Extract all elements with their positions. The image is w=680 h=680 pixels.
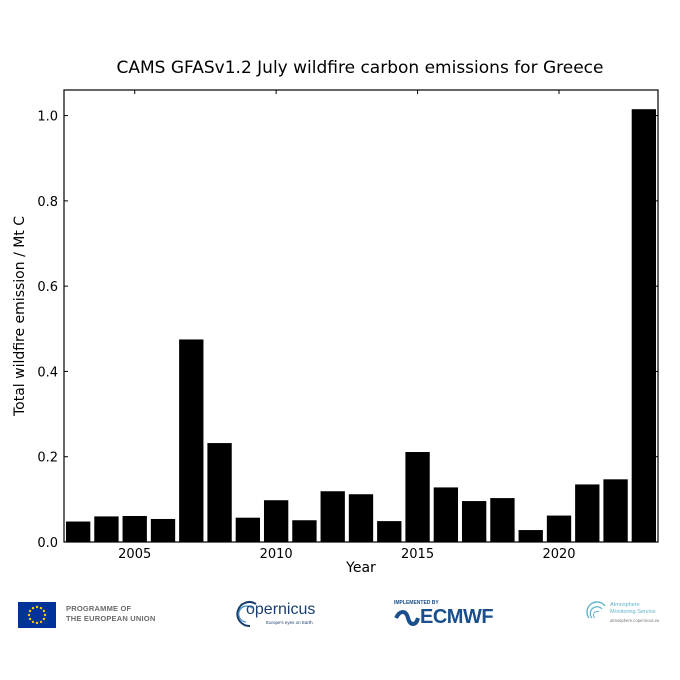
bar-2005 <box>122 515 147 542</box>
bar-2008 <box>207 443 232 542</box>
y-tick-label: 0.8 <box>37 195 58 210</box>
cams-line-1: Atmosphere <box>610 602 640 608</box>
bar-2010 <box>263 500 289 542</box>
y-tick-label: 1.0 <box>37 110 58 125</box>
eu-star-icon <box>28 617 32 621</box>
cams-url: atmosphere.copernicus.eu <box>610 618 660 623</box>
x-tick-label: 2015 <box>401 547 434 562</box>
cams-name: Atmosphere Monitoring Service <box>610 602 670 615</box>
bar-2019 <box>518 530 543 542</box>
eu-star-icon <box>42 609 46 613</box>
bar-2015 <box>405 452 430 542</box>
eu-flag-icon <box>18 602 56 628</box>
bar-2009 <box>235 517 261 542</box>
y-tick-label: 0.4 <box>37 365 58 380</box>
x-axis: 2005 2010 2015 2020 <box>118 90 576 562</box>
bar-2018 <box>490 498 515 542</box>
y-tick-label: 0.0 <box>37 536 58 551</box>
bar-2023 <box>631 109 657 542</box>
bar-2004 <box>94 516 119 542</box>
eu-star-icon <box>43 613 47 617</box>
eu-star-icon <box>35 621 39 625</box>
eu-star-icon <box>31 606 35 610</box>
x-tick-label: 2010 <box>260 547 293 562</box>
eu-programme-label: PROGRAMME OF THE EUROPEAN UNION <box>66 604 186 624</box>
logo-footer: PROGRAMME OF THE EUROPEAN UNION opernicu… <box>0 590 680 640</box>
bar-2022 <box>603 479 628 542</box>
eu-line-1: PROGRAMME OF <box>66 604 132 613</box>
bar-2017 <box>461 501 487 542</box>
cams-line-2: Monitoring Service <box>610 608 656 615</box>
copernicus-logo: opernicus Europe's eyes on Earth <box>236 598 326 632</box>
cams-globe-icon <box>586 601 606 619</box>
y-axis-label: Total wildfire emission / Mt C <box>12 216 28 417</box>
y-tick-label: 0.2 <box>37 451 58 466</box>
x-axis-label: Year <box>345 560 376 576</box>
bar-2012 <box>320 491 345 542</box>
chart: CAMS GFASv1.2 July wildfire carbon emiss… <box>12 58 659 576</box>
copernicus-name: opernicus <box>246 601 316 618</box>
chart-title: CAMS GFASv1.2 July wildfire carbon emiss… <box>116 58 603 78</box>
eu-star-icon <box>35 605 39 609</box>
x-tick-label: 2020 <box>542 547 575 562</box>
bars-group <box>65 109 657 542</box>
eu-star-icon <box>39 620 43 624</box>
bar-2006 <box>150 518 176 542</box>
y-tick-label: 0.6 <box>37 280 58 295</box>
eu-star-icon <box>42 617 46 621</box>
eu-line-2: THE EUROPEAN UNION <box>66 614 156 623</box>
ecmwf-name: ECMWF <box>420 606 494 628</box>
bar-2003 <box>65 521 91 542</box>
ecmwf-logo: IMPLEMENTED BY ECMWF <box>394 600 504 632</box>
ecmwf-implemented-by: IMPLEMENTED BY <box>394 600 439 606</box>
bar-2021 <box>575 484 600 542</box>
bar-2014 <box>377 521 402 542</box>
eu-star-icon <box>27 613 31 617</box>
ecmwf-wave-icon <box>394 610 420 626</box>
bar-2007 <box>179 339 204 542</box>
plot-frame <box>63 89 659 543</box>
bar-2013 <box>348 494 374 542</box>
bar-2020 <box>546 515 572 542</box>
eu-star-icon <box>28 609 32 613</box>
copernicus-arc-icon <box>236 601 257 628</box>
bar-2016 <box>433 487 459 542</box>
bar-2011 <box>292 520 317 542</box>
copernicus-tagline: Europe's eyes on Earth <box>266 620 313 625</box>
x-tick-label: 2005 <box>118 547 151 562</box>
eu-star-icon <box>31 620 35 624</box>
eu-star-icon <box>39 606 43 610</box>
y-axis: 0.0 0.2 0.4 0.6 0.8 1.0 <box>37 110 658 551</box>
cams-logo: Atmosphere Monitoring Service atmosphere… <box>586 600 676 632</box>
